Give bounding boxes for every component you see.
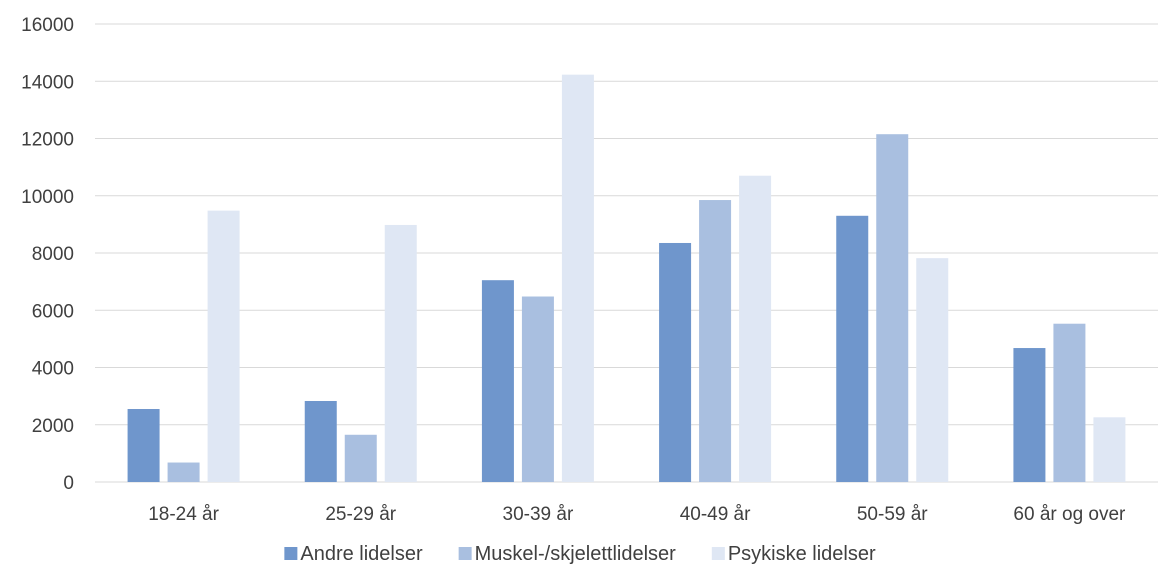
bar [659, 242, 692, 482]
y-tick-label: 0 [63, 473, 74, 494]
legend-swatch [458, 547, 472, 560]
y-tick-label: 12000 [21, 130, 74, 151]
bars [127, 74, 1126, 483]
y-tick-label: 14000 [21, 72, 74, 93]
x-tick-label: 25-29 år [325, 504, 396, 525]
y-tick-label: 2000 [32, 416, 74, 437]
legend-label: Psykiske lidelser [728, 543, 876, 565]
bar [836, 215, 869, 482]
y-tick-label: 8000 [32, 244, 74, 265]
y-axis-ticks: 0 2000 4000 6000 8000 10000 12000 14000 16000 [21, 15, 74, 494]
bar [127, 409, 160, 482]
bar [167, 462, 200, 482]
legend: Andre lidelser Muskel-/skjelettlidelser Ps… [284, 543, 876, 565]
legend-swatch [711, 547, 725, 560]
bar [1013, 348, 1046, 482]
bar [561, 74, 594, 482]
bar [207, 210, 240, 482]
legend-label: Muskel-/skjelettlidelser [475, 543, 677, 565]
bar [1053, 323, 1086, 482]
x-tick-label: 60 år og over [1013, 504, 1126, 525]
x-axis-ticks: 18-24 år 25-29 år 30-39 år 40-49 år 50-59 år… [148, 504, 1126, 525]
x-tick-label: 50-59 år [857, 504, 928, 525]
x-tick-label: 40-49 år [680, 504, 751, 525]
gridlines [95, 23, 1158, 483]
y-tick-label: 6000 [32, 301, 74, 322]
bar [304, 400, 337, 482]
y-tick-label: 10000 [21, 187, 74, 208]
bar [1093, 417, 1126, 482]
bar [344, 434, 377, 482]
bar [384, 224, 417, 482]
y-tick-label: 16000 [21, 15, 74, 36]
legend-swatch [284, 547, 298, 560]
bar [739, 175, 772, 482]
y-tick-label: 4000 [32, 359, 74, 380]
legend-label: Andre lidelser [300, 543, 423, 565]
bar [916, 258, 949, 482]
bar [521, 296, 554, 482]
x-tick-label: 18-24 år [148, 504, 219, 525]
bar [876, 134, 909, 483]
bar [481, 280, 514, 482]
bar [699, 200, 732, 482]
x-tick-label: 30-39 år [503, 504, 574, 525]
